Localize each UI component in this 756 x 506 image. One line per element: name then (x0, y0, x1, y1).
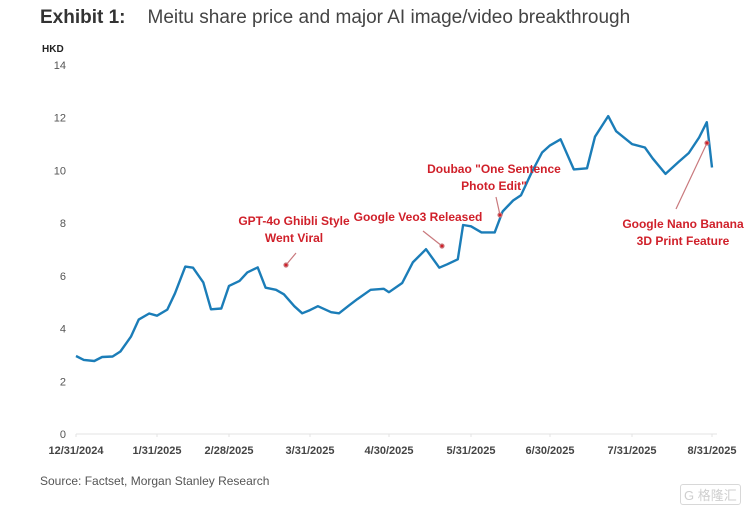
svg-text:Google Nano Banana: Google Nano Banana (622, 217, 744, 231)
x-tick-label: 4/30/2025 (365, 445, 414, 457)
svg-text:Doubao "One Sentence: Doubao "One Sentence (427, 162, 561, 176)
y-tick-label: 8 (60, 218, 66, 230)
exhibit-label: Exhibit 1: (40, 7, 126, 28)
svg-text:3D Print Feature: 3D Print Feature (637, 234, 730, 248)
annotation-veo3: Google Veo3 Released (354, 210, 483, 224)
title-text: Meitu share price and major AI image/vid… (147, 7, 631, 28)
svg-text:Google Veo3 Released: Google Veo3 Released (354, 210, 483, 224)
y-tick-label: 14 (54, 60, 66, 72)
x-tick-label: 8/31/2025 (688, 445, 737, 457)
x-tick-label: 12/31/2024 (48, 445, 104, 457)
y-axis-unit: HKD (42, 44, 64, 55)
svg-text:GPT-4o Ghibli Style: GPT-4o Ghibli Style (238, 214, 350, 228)
y-tick-label: 6 (60, 271, 66, 283)
x-tick-label: 2/28/2025 (205, 445, 254, 457)
x-tick-label: 6/30/2025 (526, 445, 575, 457)
x-tick-label: 3/31/2025 (286, 445, 335, 457)
annotation-nano-banana: Google Nano Banana 3D Print Feature (622, 217, 744, 248)
y-tick-label: 0 (60, 429, 66, 441)
annotation-arrows (283, 140, 710, 268)
y-tick-label: 2 (60, 376, 66, 388)
price-series-line (75, 114, 714, 363)
annotation-gpt4o: GPT-4o Ghibli Style Went Viral (238, 214, 350, 245)
x-tick-label: 7/31/2025 (608, 445, 657, 457)
source-note: Source: Factset, Morgan Stanley Research (40, 474, 270, 488)
watermark-logo: G 格隆汇 (680, 484, 741, 505)
y-tick-label: 4 (60, 324, 66, 336)
y-tick-label: 12 (54, 113, 66, 125)
y-axis-ticks: 0 2 4 6 8 10 12 14 (54, 60, 66, 441)
x-axis-ticks: 12/31/2024 1/31/2025 2/28/2025 3/31/2025 4/3… (48, 434, 736, 457)
y-tick-label: 10 (54, 165, 66, 177)
svg-text:Went Viral: Went Viral (265, 231, 323, 245)
x-tick-label: 5/31/2025 (447, 445, 496, 457)
svg-text:Photo Edit": Photo Edit" (461, 179, 527, 193)
annotation-doubao: Doubao "One Sentence Photo Edit" (427, 162, 561, 193)
chart-title: Exhibit 1: Meitu share price and major AI… (40, 7, 630, 29)
x-tick-label: 1/31/2025 (133, 445, 182, 457)
